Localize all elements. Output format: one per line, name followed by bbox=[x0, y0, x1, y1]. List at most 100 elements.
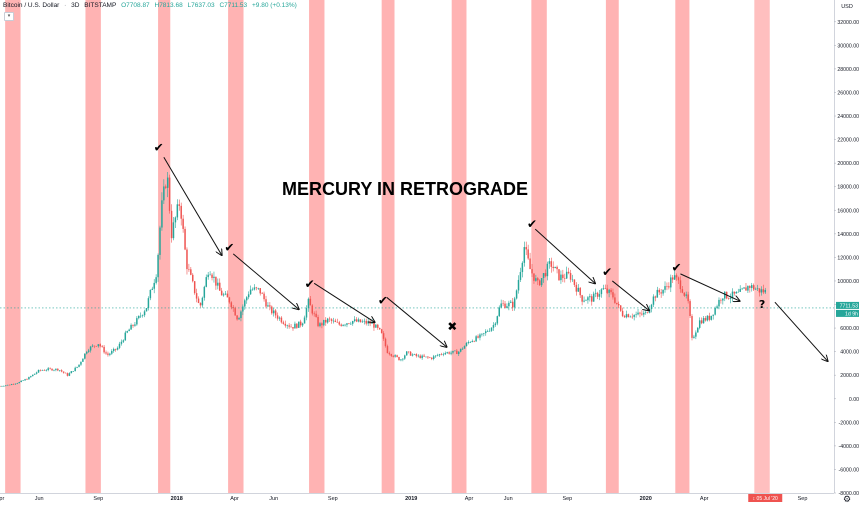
candle bbox=[32, 374, 34, 377]
candle-body bbox=[382, 333, 385, 339]
candle-body bbox=[236, 315, 238, 320]
check-icon: ✔ bbox=[154, 140, 164, 154]
candle bbox=[560, 270, 562, 284]
candle bbox=[500, 299, 502, 308]
candle-body bbox=[760, 289, 763, 293]
retrograde-band bbox=[309, 0, 325, 493]
question-mark: ? bbox=[759, 298, 765, 311]
chevron-down-icon[interactable]: ▾ bbox=[4, 12, 14, 21]
candle bbox=[313, 311, 315, 317]
x-tick-label: Jun bbox=[35, 496, 44, 502]
cross-icon: ✖ bbox=[447, 319, 457, 333]
candle-body bbox=[431, 357, 433, 359]
candle-body bbox=[529, 258, 531, 270]
candle-body bbox=[681, 289, 684, 293]
candle-body bbox=[409, 351, 412, 356]
candle-body bbox=[315, 313, 317, 317]
trend-arrow bbox=[163, 157, 222, 255]
candle bbox=[303, 315, 306, 324]
candle bbox=[1, 385, 3, 387]
candle bbox=[575, 282, 578, 296]
candle-body bbox=[718, 299, 720, 307]
candle-body bbox=[565, 271, 568, 279]
candle bbox=[315, 310, 317, 318]
candle-body bbox=[560, 274, 562, 281]
candle bbox=[350, 321, 352, 325]
time-axis-bg bbox=[0, 493, 834, 503]
candle-body bbox=[51, 368, 53, 371]
candle bbox=[43, 369, 46, 371]
candle-body bbox=[197, 298, 200, 303]
candle bbox=[531, 263, 533, 278]
candle bbox=[205, 274, 208, 288]
candle-body bbox=[380, 329, 383, 334]
candle-body bbox=[218, 282, 221, 291]
gear-icon[interactable]: ⚙ bbox=[843, 494, 851, 504]
candle bbox=[760, 286, 763, 296]
candle-body bbox=[394, 355, 396, 357]
candle-body bbox=[644, 312, 647, 313]
candle bbox=[112, 347, 115, 353]
x-tick-label: Sep bbox=[328, 496, 338, 502]
candle bbox=[305, 305, 308, 321]
candle-body bbox=[454, 350, 456, 352]
candle-body bbox=[596, 292, 599, 297]
candle-body bbox=[413, 354, 416, 355]
symbol-name[interactable]: Bitcoin / U.S. Dollar bbox=[3, 2, 60, 9]
candle bbox=[176, 199, 179, 221]
candle-body bbox=[652, 296, 655, 305]
candle bbox=[311, 304, 314, 316]
candle-body bbox=[679, 280, 682, 290]
candle-body bbox=[743, 287, 745, 289]
candle bbox=[326, 317, 329, 324]
candle bbox=[743, 287, 745, 289]
candle bbox=[238, 316, 240, 320]
candle bbox=[506, 303, 508, 309]
candle-body bbox=[727, 298, 730, 299]
candle-body bbox=[404, 355, 406, 359]
candle bbox=[656, 286, 659, 298]
candle-body bbox=[373, 322, 375, 328]
candle-body bbox=[14, 383, 17, 385]
candle bbox=[145, 307, 148, 312]
candle bbox=[103, 344, 105, 354]
candle bbox=[338, 320, 341, 326]
chart-legend: Bitcoin / U.S. Dollar · 3D BITSTAMP O770… bbox=[3, 2, 297, 9]
candle bbox=[558, 269, 560, 282]
candle bbox=[253, 284, 256, 291]
candle-body bbox=[510, 301, 512, 303]
candle bbox=[604, 284, 607, 290]
candle bbox=[166, 171, 169, 198]
candle bbox=[483, 332, 485, 337]
candle bbox=[116, 346, 119, 351]
candle bbox=[271, 305, 273, 315]
candle-body bbox=[421, 355, 423, 359]
candle-body bbox=[402, 358, 404, 360]
candle-body bbox=[378, 327, 381, 330]
candle bbox=[602, 284, 605, 290]
candle bbox=[434, 355, 437, 358]
candle-body bbox=[618, 304, 620, 306]
price-axis-bg bbox=[834, 0, 860, 503]
candle bbox=[126, 330, 128, 334]
candle bbox=[616, 302, 618, 305]
candle-body bbox=[184, 228, 186, 250]
candle bbox=[589, 293, 591, 302]
candle-body bbox=[342, 324, 344, 326]
interval[interactable]: 3D bbox=[71, 2, 80, 9]
candle-body bbox=[751, 285, 753, 288]
candle-body bbox=[722, 298, 724, 301]
candle bbox=[442, 352, 445, 357]
x-tick-label: Apr bbox=[0, 496, 4, 502]
candle-body bbox=[477, 336, 479, 338]
candle bbox=[182, 214, 184, 233]
candle bbox=[488, 328, 491, 332]
candle bbox=[404, 354, 406, 360]
candle bbox=[5, 385, 7, 387]
candle bbox=[764, 287, 767, 295]
candle bbox=[78, 364, 80, 368]
candle bbox=[762, 284, 765, 295]
x-tick-label: Sep bbox=[562, 496, 572, 502]
